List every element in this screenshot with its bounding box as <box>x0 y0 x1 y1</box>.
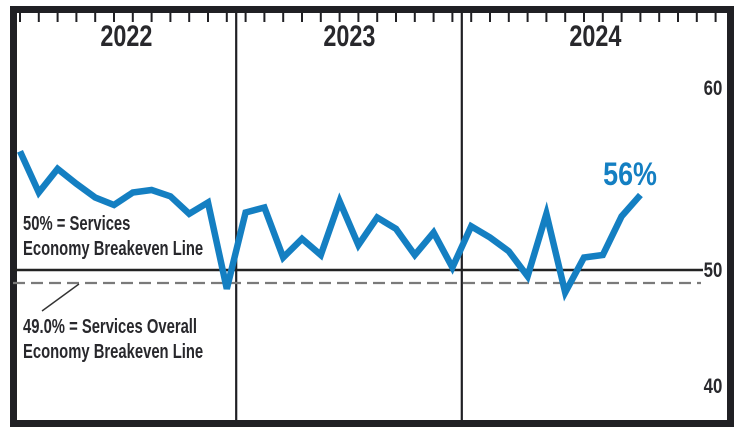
year-2022-text: 2022 <box>100 20 153 53</box>
year-2023-text: 2023 <box>322 20 376 53</box>
y-tick-50: 50 <box>678 259 722 283</box>
y-tick-40-text: 40 <box>703 375 722 398</box>
x-section-label-2024: 2024 <box>462 20 728 54</box>
last-value-text: 56% <box>603 156 657 192</box>
annotation-50-line1: 50% = Services <box>23 213 131 235</box>
y-tick-40: 40 <box>678 375 722 399</box>
x-section-label-2023: 2023 <box>236 20 462 54</box>
year-2024-text: 2024 <box>568 20 622 53</box>
annotation-49-breakeven: 49.0% = Services Overall Economy Breakev… <box>23 315 266 365</box>
annotation-50-breakeven: 50% = Services Economy Breakeven Line <box>23 212 266 262</box>
y-tick-60: 60 <box>678 77 722 101</box>
annotation-49-line1: 49.0% = Services Overall <box>23 316 198 338</box>
x-section-label-2022: 2022 <box>17 20 236 54</box>
chart-frame <box>10 6 734 427</box>
annotation-callout-line <box>41 283 80 312</box>
last-value-label: 56% <box>578 156 682 193</box>
y-tick-60-text: 60 <box>703 77 722 100</box>
annotation-49-line2: Economy Breakeven Line <box>23 341 204 363</box>
pmi-data-line <box>17 149 643 302</box>
annotation-50-line2: Economy Breakeven Line <box>23 238 204 260</box>
y-tick-50-text: 50 <box>703 259 722 282</box>
